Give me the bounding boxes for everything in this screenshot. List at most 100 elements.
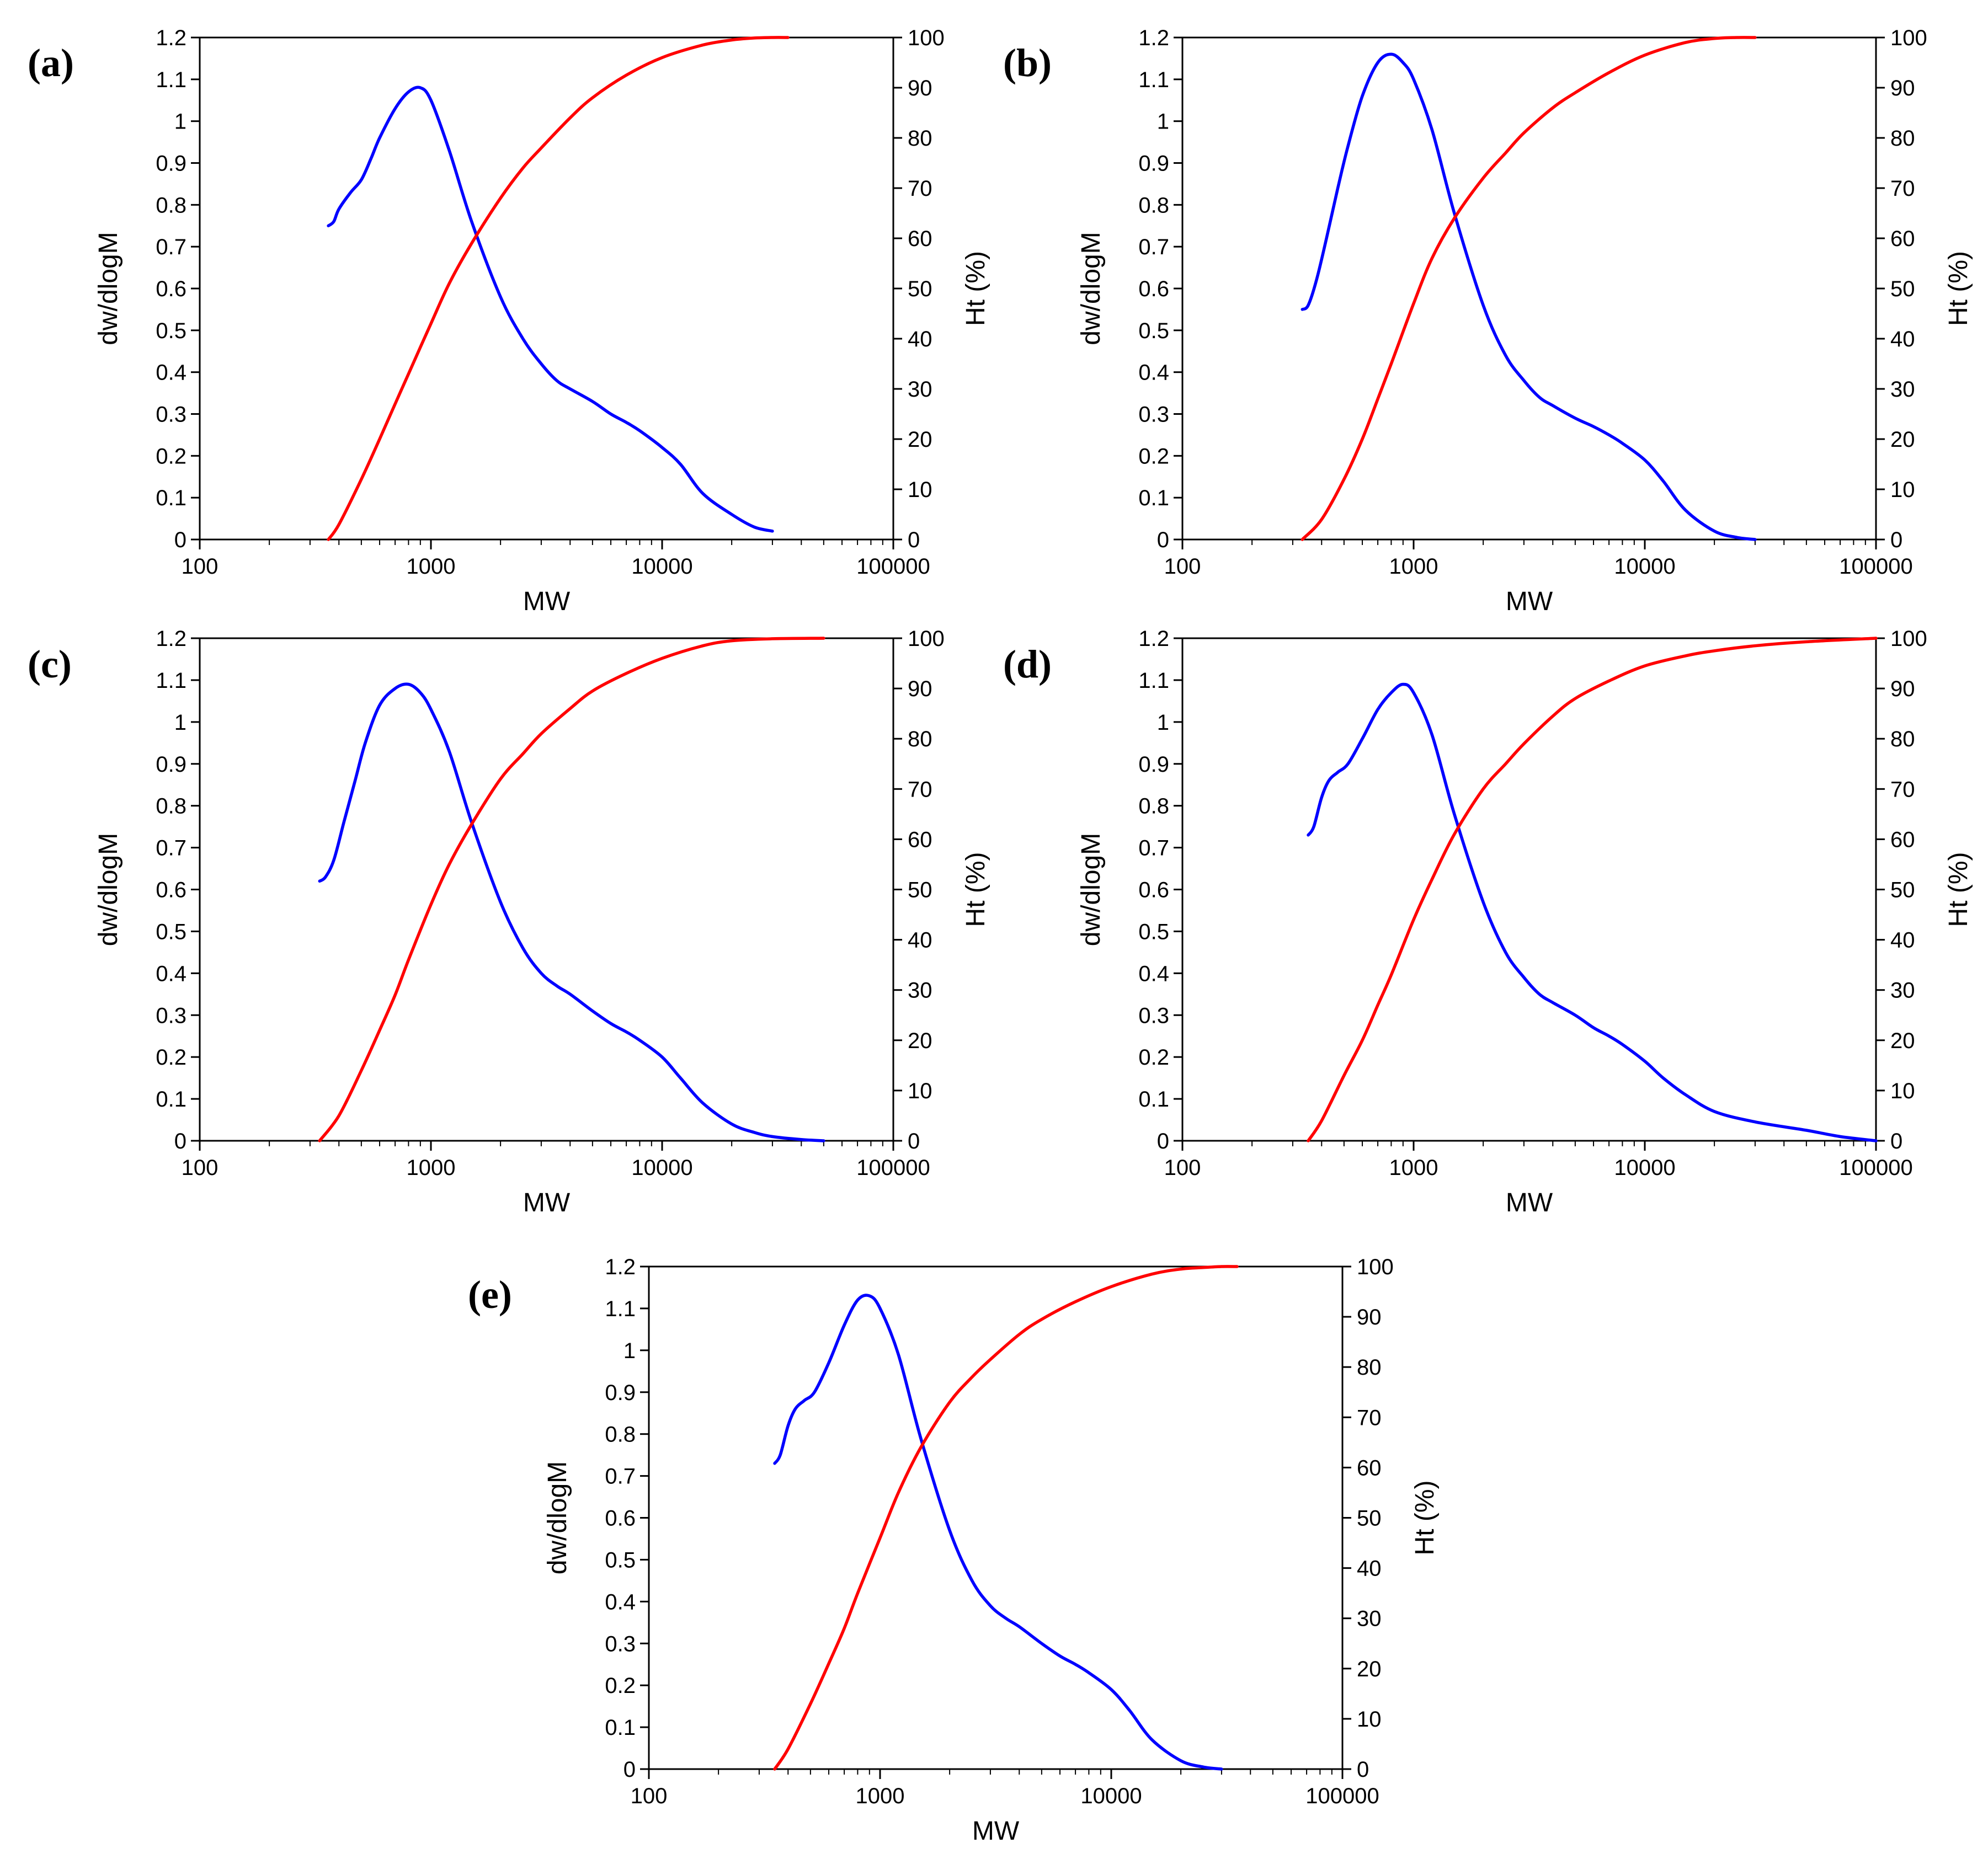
- y2-axis-title: Ht (%): [1944, 852, 1973, 927]
- y-axis-title: dw/dlogM: [1076, 232, 1106, 345]
- x-tick-label: 100: [1164, 554, 1201, 579]
- y2-tick-label: 10: [908, 478, 932, 502]
- y-tick-label: 0.9: [156, 752, 186, 777]
- y2-tick-label: 50: [1357, 1507, 1382, 1531]
- y-tick-label: 0.3: [156, 1003, 186, 1028]
- x-tick-label: 10000: [1614, 554, 1675, 579]
- y-axis-title: dw/dlogM: [94, 833, 123, 946]
- x-tick-label: 100000: [1839, 554, 1912, 579]
- y2-tick-label: 70: [908, 777, 932, 802]
- panel-a: 100 1000 10000 10000000.10.20.30.40.50.60.7…: [28, 26, 990, 616]
- y2-axis-title: Ht (%): [961, 251, 990, 326]
- y-tick-label: 0.5: [605, 1548, 636, 1572]
- panel-e: 100 1000 10000 10000000.10.20.30.40.50.60.7…: [468, 1255, 1440, 1846]
- y-tick-label: 1.2: [1138, 26, 1169, 50]
- y2-axis-title: Ht (%): [961, 852, 990, 927]
- panel-label: (c): [28, 642, 72, 686]
- panel-d: 100 1000 10000 10000000.10.20.30.40.50.60.7…: [1003, 627, 1973, 1217]
- y2-tick-label: 70: [1890, 177, 1915, 201]
- y-tick-label: 0.6: [156, 277, 186, 301]
- distribution-curve: [1301, 52, 1757, 541]
- y-tick-label: 0.7: [156, 235, 186, 259]
- y2-tick-label: 40: [1890, 327, 1915, 351]
- distribution-curve: [327, 86, 774, 533]
- y2-tick-label: 60: [1890, 827, 1915, 852]
- y-tick-label: 0.7: [156, 836, 186, 861]
- y-tick-label: 0.1: [605, 1716, 636, 1740]
- y-tick-label: 1.1: [156, 68, 186, 92]
- distribution-curve: [1307, 682, 1878, 1142]
- y-tick-label: 0: [623, 1757, 636, 1782]
- y2-tick-label: 100: [1890, 627, 1927, 651]
- y-tick-label: 0.2: [1138, 444, 1169, 468]
- y2-tick-label: 100: [1357, 1255, 1394, 1279]
- plot-frame: [1181, 637, 1877, 1142]
- y-tick-label: 1.1: [1138, 669, 1169, 693]
- y2-tick-label: 40: [908, 327, 932, 351]
- y-tick-label: 0.6: [1138, 277, 1169, 301]
- y-tick-label: 0.6: [605, 1507, 636, 1531]
- y-tick-label: 1.1: [156, 669, 186, 693]
- y-tick-label: 0.5: [1138, 920, 1169, 944]
- y2-tick-label: 80: [908, 126, 932, 151]
- cumulative-curve: [318, 637, 825, 1142]
- y2-tick-label: 70: [1890, 777, 1915, 802]
- y-tick-label: 1.2: [156, 627, 186, 651]
- y-tick-label: 0.7: [1138, 235, 1169, 259]
- y2-tick-label: 20: [1890, 428, 1915, 452]
- y-tick-label: 0: [1157, 528, 1169, 552]
- y-tick-label: 0.7: [1138, 836, 1169, 861]
- y2-tick-label: 90: [1890, 677, 1915, 701]
- x-axis-title: MW: [523, 587, 571, 616]
- y2-tick-label: 70: [908, 177, 932, 201]
- y2-tick-label: 60: [1890, 227, 1915, 251]
- y-tick-label: 0.8: [156, 193, 186, 217]
- panel-label: (a): [28, 41, 74, 85]
- y-tick-label: 0.5: [1138, 319, 1169, 343]
- y-tick-label: 0.3: [156, 403, 186, 427]
- panel-c: 100 1000 10000 10000000.10.20.30.40.50.60.7…: [28, 627, 990, 1217]
- panel-label: (d): [1003, 642, 1052, 686]
- y-tick-label: 0.2: [605, 1674, 636, 1698]
- y-tick-label: 1.1: [1138, 68, 1169, 92]
- y2-tick-label: 60: [908, 827, 932, 852]
- y2-tick-label: 0: [908, 1129, 920, 1153]
- x-tick-label: 1000: [1389, 554, 1438, 579]
- x-tick-label: 100: [631, 1784, 668, 1808]
- x-tick-label: 10000: [1080, 1784, 1142, 1808]
- y-tick-label: 1.2: [156, 26, 186, 50]
- y2-tick-label: 20: [1890, 1029, 1915, 1053]
- x-tick-label: 10000: [631, 554, 692, 579]
- y2-tick-label: 80: [1890, 126, 1915, 151]
- y-tick-label: 1: [174, 711, 186, 735]
- y2-tick-label: 80: [1357, 1355, 1382, 1380]
- x-tick-label: 100000: [856, 554, 930, 579]
- y-tick-label: 0.4: [1138, 361, 1169, 385]
- panel-label: (b): [1003, 41, 1052, 85]
- y2-tick-label: 40: [908, 928, 932, 953]
- y2-tick-label: 40: [1357, 1557, 1382, 1581]
- y2-tick-label: 30: [1890, 377, 1915, 402]
- y2-tick-label: 0: [1357, 1757, 1369, 1782]
- y-tick-label: 0.4: [605, 1590, 636, 1614]
- x-axis-title: MW: [1506, 587, 1553, 616]
- y-tick-label: 0.9: [1138, 152, 1169, 176]
- y2-axis-title: Ht (%): [1944, 251, 1973, 326]
- y-tick-label: 1.2: [605, 1255, 636, 1279]
- y-tick-label: 1: [174, 110, 186, 134]
- y2-tick-label: 90: [908, 76, 932, 100]
- plot-frame: [199, 36, 894, 541]
- x-tick-label: 100: [182, 1156, 218, 1180]
- y-tick-label: 0.8: [156, 794, 186, 819]
- distribution-curve: [773, 1294, 1223, 1771]
- y-tick-label: 0.3: [1138, 403, 1169, 427]
- plot-frame: [1181, 36, 1877, 541]
- y-tick-label: 0: [174, 528, 186, 552]
- y2-tick-label: 0: [1890, 528, 1902, 552]
- y-axis-title: dw/dlogM: [543, 1461, 572, 1574]
- y-tick-label: 0.2: [156, 1045, 186, 1070]
- y-tick-label: 1: [623, 1339, 636, 1363]
- y2-tick-label: 0: [908, 528, 920, 552]
- y2-tick-label: 50: [1890, 878, 1915, 902]
- y2-tick-label: 20: [908, 428, 932, 452]
